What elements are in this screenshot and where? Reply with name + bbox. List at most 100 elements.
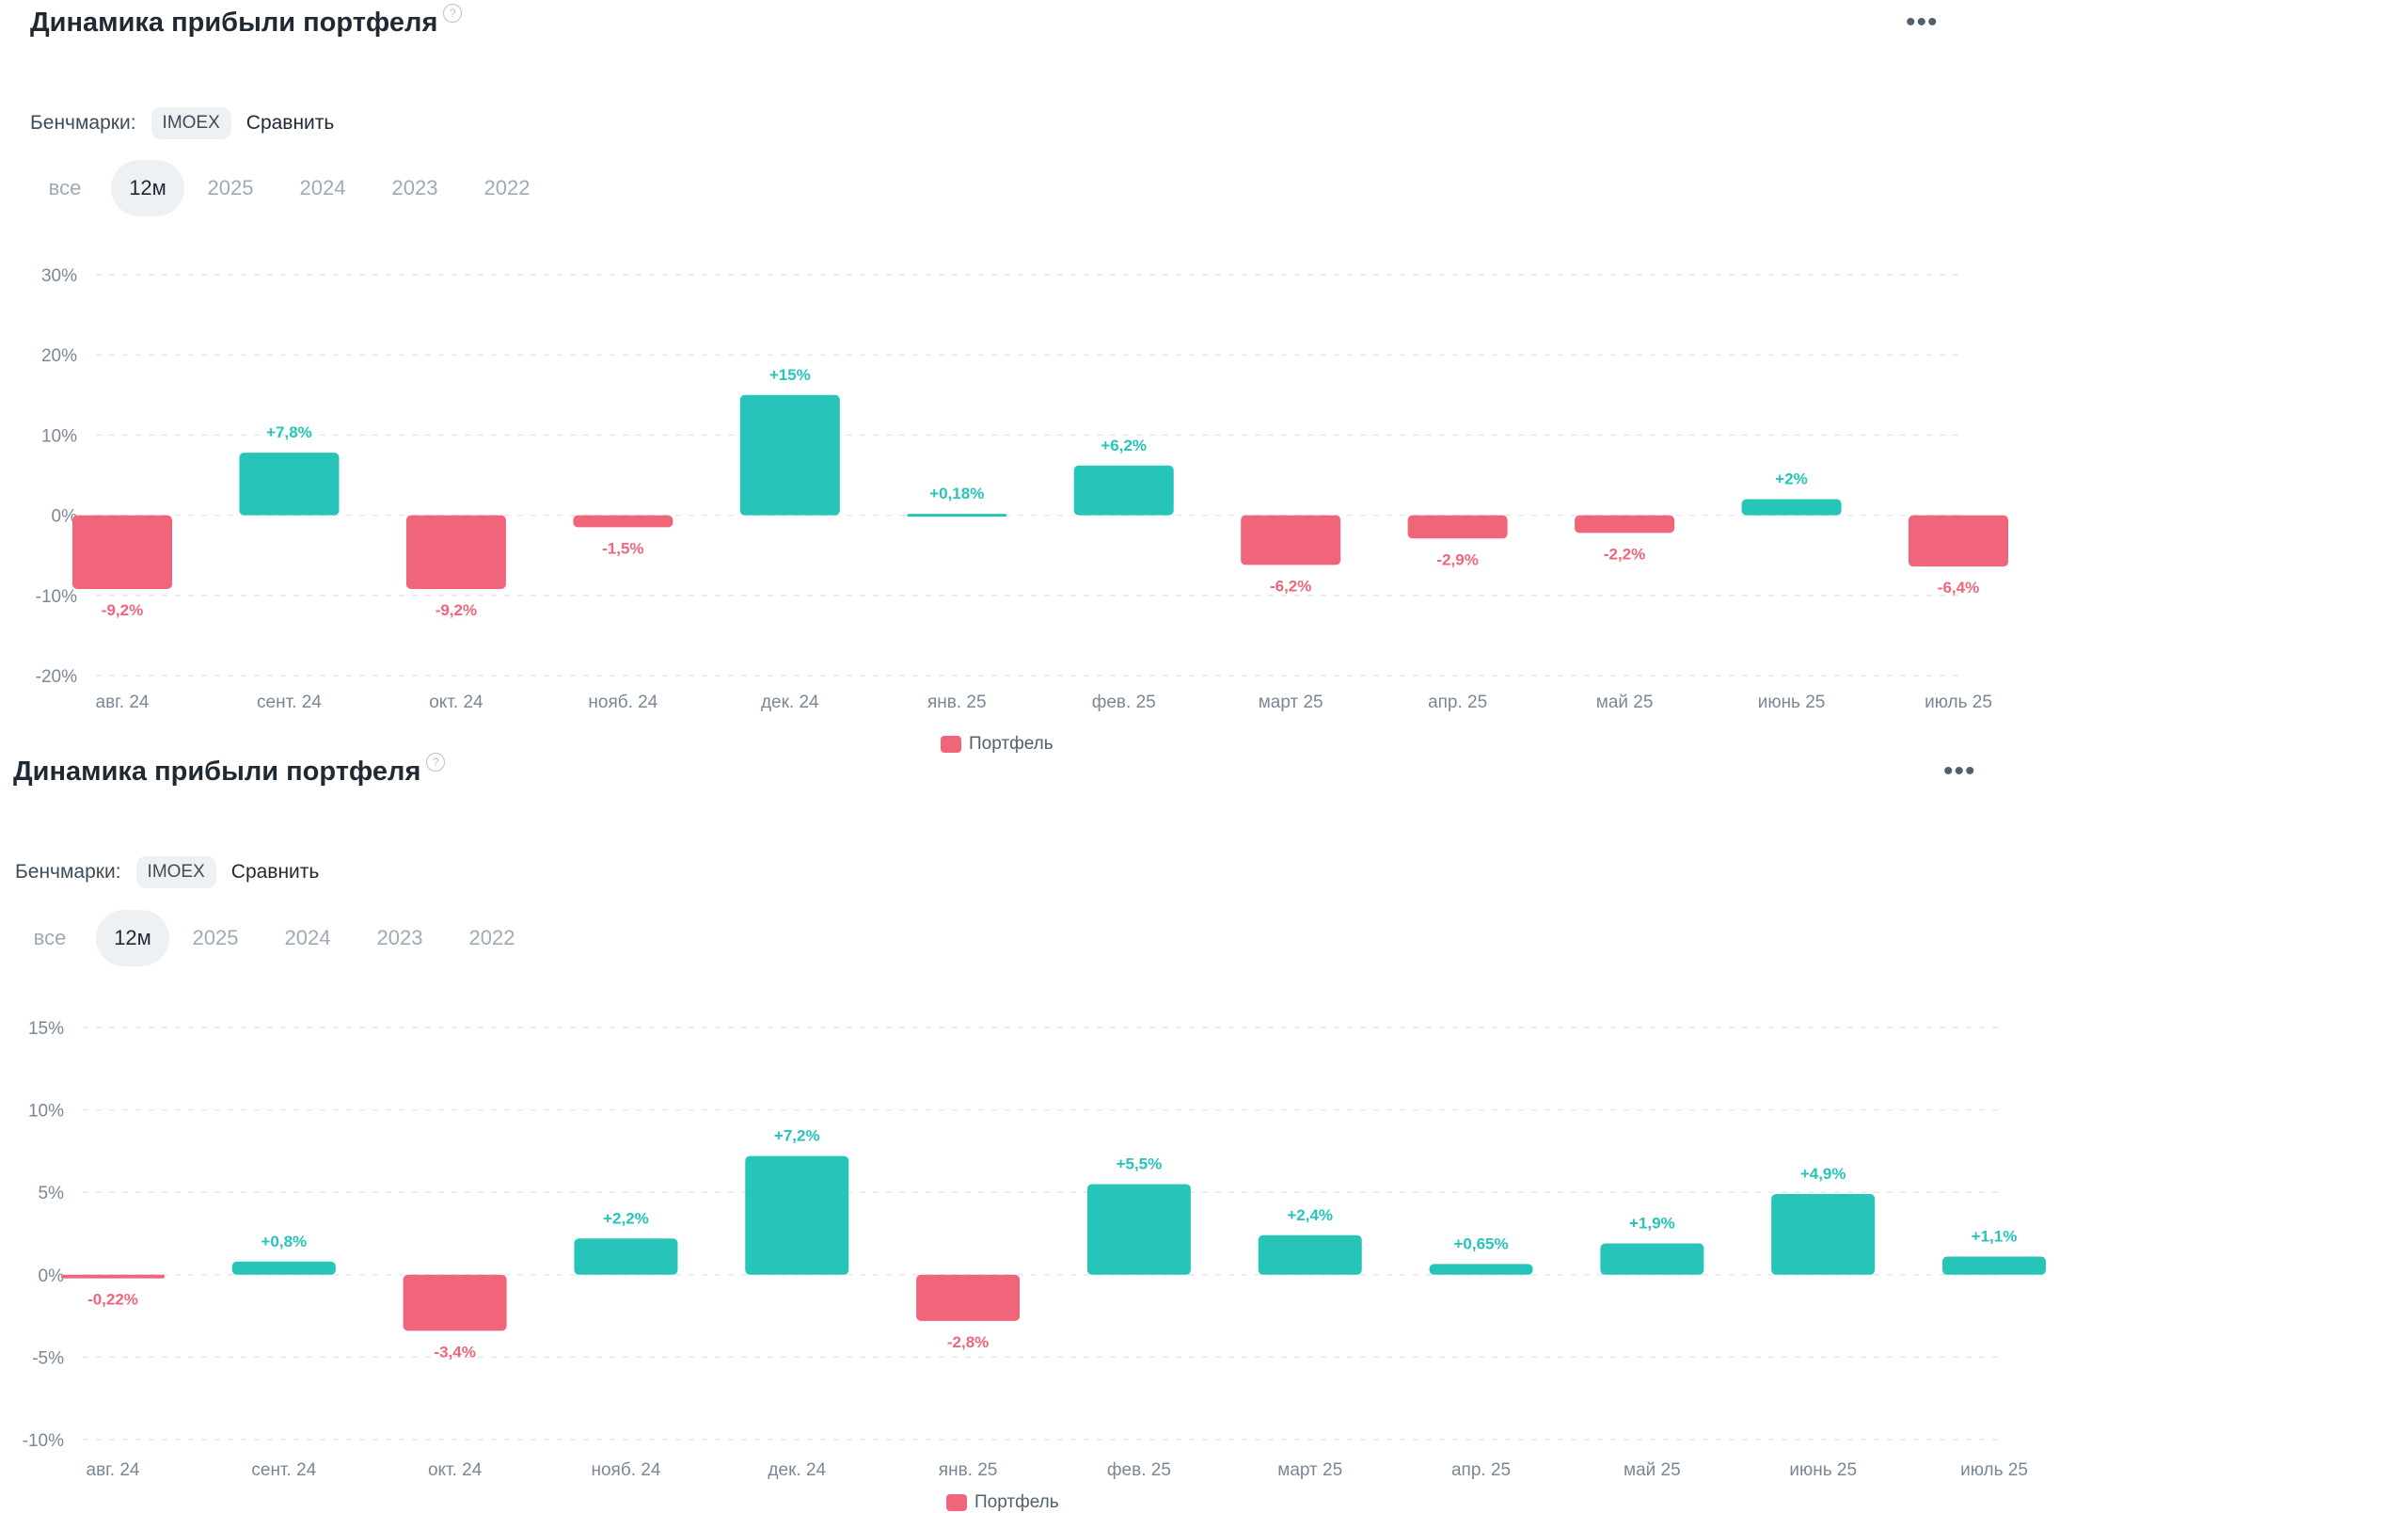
bar-value-label: +1,1% xyxy=(1972,1228,2018,1246)
bar-value-label: -9,2% xyxy=(102,601,143,619)
bar[interactable] xyxy=(1942,1256,2046,1275)
tab-2023[interactable]: 2023 xyxy=(376,926,423,949)
x-tick-label: авг. 24 xyxy=(87,1460,140,1480)
grid-lines xyxy=(96,274,1966,677)
chart-legend[interactable]: Портфель xyxy=(941,734,1054,755)
x-tick-label: март 25 xyxy=(1259,693,1323,712)
bar-value-label: +0,18% xyxy=(929,485,984,502)
bar[interactable] xyxy=(1771,1193,1876,1275)
bar-value-label: -0,22% xyxy=(87,1291,138,1309)
legend-swatch xyxy=(946,1494,967,1511)
profit-bar-chart-2: 15% 10% 5% 0% -5% -10% -0,22% авг. 24 +0,8% сент.… xyxy=(23,1019,2046,1480)
bar[interactable] xyxy=(1575,515,1675,534)
tab-all[interactable]: все xyxy=(33,926,67,949)
x-tick-label: март 25 xyxy=(1277,1460,1342,1480)
y-tick-label: 30% xyxy=(41,266,77,286)
tab-2024[interactable]: 2024 xyxy=(284,926,331,949)
profit-bar-chart-1: 30% 20% 10% 0% -10% -20% -9,2% авг. 24 +7,8% сент… xyxy=(36,266,2008,712)
profit-dynamics-panel-1: Динамика прибыли портфеля? ••• Бенчмарки… xyxy=(0,0,2022,755)
y-tick-label: 10% xyxy=(41,426,77,446)
x-tick-label: авг. 24 xyxy=(96,693,150,712)
bar[interactable] xyxy=(907,514,1007,518)
bar[interactable] xyxy=(405,515,506,589)
x-tick-label: июнь 25 xyxy=(1789,1460,1857,1480)
tab-12m[interactable]: 12м xyxy=(96,910,169,966)
y-tick-label: -20% xyxy=(36,667,77,687)
x-tick-label: дек. 24 xyxy=(761,693,819,712)
compare-button[interactable]: Сравнить xyxy=(230,861,320,883)
y-tick-label: 10% xyxy=(28,1102,64,1122)
bar-value-label: +2,4% xyxy=(1287,1206,1333,1224)
y-tick-label: 0% xyxy=(52,507,78,527)
x-tick-label: янв. 25 xyxy=(927,693,987,712)
y-tick-label: -10% xyxy=(36,587,77,607)
bar[interactable] xyxy=(1741,499,1842,516)
panel-title-text: Динамика прибыли портфеля xyxy=(30,8,438,38)
bar-value-label: -6,2% xyxy=(1270,577,1311,595)
bar[interactable] xyxy=(239,453,340,516)
y-tick-label: 0% xyxy=(39,1266,65,1286)
x-tick-label: сент. 24 xyxy=(251,1460,316,1480)
bar[interactable] xyxy=(1407,515,1508,539)
benchmark-chip-imoex[interactable]: IMOEX xyxy=(135,856,216,888)
bar-value-label: -1,5% xyxy=(602,539,643,557)
more-options-icon[interactable]: ••• xyxy=(1906,7,1939,38)
x-tick-label: нояб. 24 xyxy=(588,693,657,712)
bar[interactable] xyxy=(1429,1264,1533,1275)
period-tabs: все 12м 2025 2024 2023 2022 xyxy=(19,160,553,216)
tab-12m[interactable]: 12м xyxy=(111,160,184,216)
x-tick-label: июль 25 xyxy=(1925,693,1992,712)
tab-2025[interactable]: 2025 xyxy=(207,176,254,199)
benchmark-chip-imoex[interactable]: IMOEX xyxy=(150,107,231,139)
bar[interactable] xyxy=(574,1238,678,1275)
bar[interactable] xyxy=(61,1274,165,1279)
bar-value-label: -6,4% xyxy=(1938,579,1979,597)
bar[interactable] xyxy=(1073,465,1174,516)
bar[interactable] xyxy=(739,394,840,516)
bar-value-label: +0,8% xyxy=(261,1233,307,1250)
x-tick-label: май 25 xyxy=(1624,1460,1681,1480)
x-tick-label: июль 25 xyxy=(1960,1460,2028,1480)
bar-value-label: -3,4% xyxy=(434,1343,475,1361)
tab-2023[interactable]: 2023 xyxy=(391,176,438,199)
bar[interactable] xyxy=(72,515,172,589)
bar-value-label: +5,5% xyxy=(1117,1155,1163,1172)
tab-all[interactable]: все xyxy=(48,176,82,199)
bar[interactable] xyxy=(573,515,673,528)
y-tick-label: 15% xyxy=(28,1019,64,1039)
tab-2022[interactable]: 2022 xyxy=(483,176,531,199)
bar-value-label: +7,8% xyxy=(266,423,312,441)
benchmarks-label: Бенчмарки: xyxy=(15,861,121,883)
bar[interactable] xyxy=(1086,1184,1191,1275)
help-icon[interactable]: ? xyxy=(426,753,446,772)
bar[interactable] xyxy=(1909,515,2008,567)
y-tick-label: 5% xyxy=(39,1184,65,1203)
tab-2022[interactable]: 2022 xyxy=(468,926,515,949)
y-tick-label: 20% xyxy=(41,346,77,366)
bar-value-label: +1,9% xyxy=(1629,1215,1675,1233)
x-tick-label: дек. 24 xyxy=(768,1460,826,1480)
benchmarks-row: Бенчмарки: IMOEX Сравнить xyxy=(15,856,319,888)
bar[interactable] xyxy=(1600,1243,1704,1275)
compare-button[interactable]: Сравнить xyxy=(246,112,335,134)
more-options-icon[interactable]: ••• xyxy=(1943,756,1976,787)
bar[interactable] xyxy=(231,1261,336,1275)
chart-legend[interactable]: Портфель xyxy=(946,1492,1059,1513)
tab-2025[interactable]: 2025 xyxy=(192,926,239,949)
bar-value-label: +15% xyxy=(769,366,811,384)
panel-title-text: Динамика прибыли портфеля xyxy=(13,756,421,787)
x-tick-label: окт. 24 xyxy=(428,1460,483,1480)
legend-label: Портфель xyxy=(974,1492,1059,1512)
y-tick-label: -5% xyxy=(32,1348,64,1368)
bar[interactable] xyxy=(403,1274,507,1331)
bar[interactable] xyxy=(1241,515,1341,565)
bar[interactable] xyxy=(745,1155,849,1275)
bar[interactable] xyxy=(916,1274,1021,1321)
bar-value-label: -2,2% xyxy=(1604,545,1645,563)
x-tick-label: апр. 25 xyxy=(1451,1460,1511,1480)
help-icon[interactable]: ? xyxy=(443,4,463,23)
x-tick-label: фев. 25 xyxy=(1092,693,1156,712)
bar[interactable] xyxy=(1258,1234,1362,1275)
tab-2024[interactable]: 2024 xyxy=(299,176,346,199)
bar-value-label: -2,9% xyxy=(1436,550,1478,568)
